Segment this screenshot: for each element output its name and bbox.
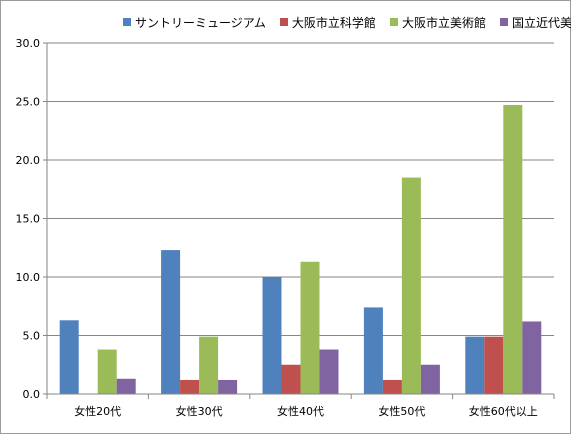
legend-swatch xyxy=(389,18,398,26)
y-tick-label: 5.0 xyxy=(23,330,41,343)
legend-label: 国立近代美術館 xyxy=(511,15,571,30)
y-tick-label: 0.0 xyxy=(23,388,41,401)
legend-swatch xyxy=(499,18,508,26)
bar xyxy=(116,378,136,394)
legend-label: 大阪市立科学館 xyxy=(291,15,376,30)
legend: サントリーミュージアム 大阪市立科学館 大阪市立美術館 国立近代美術館 xyxy=(123,11,571,33)
x-tick-label: 女性60代以上 xyxy=(469,404,538,418)
y-tick-label: 15.0 xyxy=(16,213,41,226)
legend-item: 国立近代美術館 xyxy=(499,14,571,31)
legend-label: 大阪市立美術館 xyxy=(401,15,486,30)
bar xyxy=(420,364,440,394)
bar xyxy=(522,321,542,394)
bar xyxy=(319,349,339,394)
y-tick-label: 20.0 xyxy=(16,154,41,167)
bar xyxy=(180,379,200,394)
legend-item: サントリーミュージアム xyxy=(123,14,266,31)
legend-item: 大阪市立科学館 xyxy=(279,14,376,31)
y-tick-label: 10.0 xyxy=(16,271,41,284)
bar xyxy=(363,307,383,394)
bar xyxy=(382,379,402,394)
legend-label: サントリーミュージアム xyxy=(135,15,266,30)
bar xyxy=(97,349,117,394)
bar xyxy=(218,379,238,394)
x-tick-label: 女性30代 xyxy=(176,404,223,418)
x-tick-label: 女性20代 xyxy=(74,404,121,418)
bar xyxy=(465,336,485,394)
bar xyxy=(281,364,301,394)
y-tick-label: 30.0 xyxy=(16,37,41,50)
legend-item: 大阪市立美術館 xyxy=(389,14,486,31)
legend-swatch xyxy=(123,18,131,26)
bar xyxy=(262,277,282,394)
bar xyxy=(161,250,181,394)
bar xyxy=(59,320,79,394)
bar xyxy=(199,336,219,394)
legend-swatch xyxy=(279,18,288,26)
y-tick-label: 25.0 xyxy=(16,96,41,109)
x-tick-label: 女性50代 xyxy=(378,404,425,418)
bar xyxy=(503,105,523,394)
bar xyxy=(484,336,504,394)
bar xyxy=(300,261,320,394)
bar xyxy=(401,177,421,394)
x-tick-label: 女性40代 xyxy=(277,404,324,418)
